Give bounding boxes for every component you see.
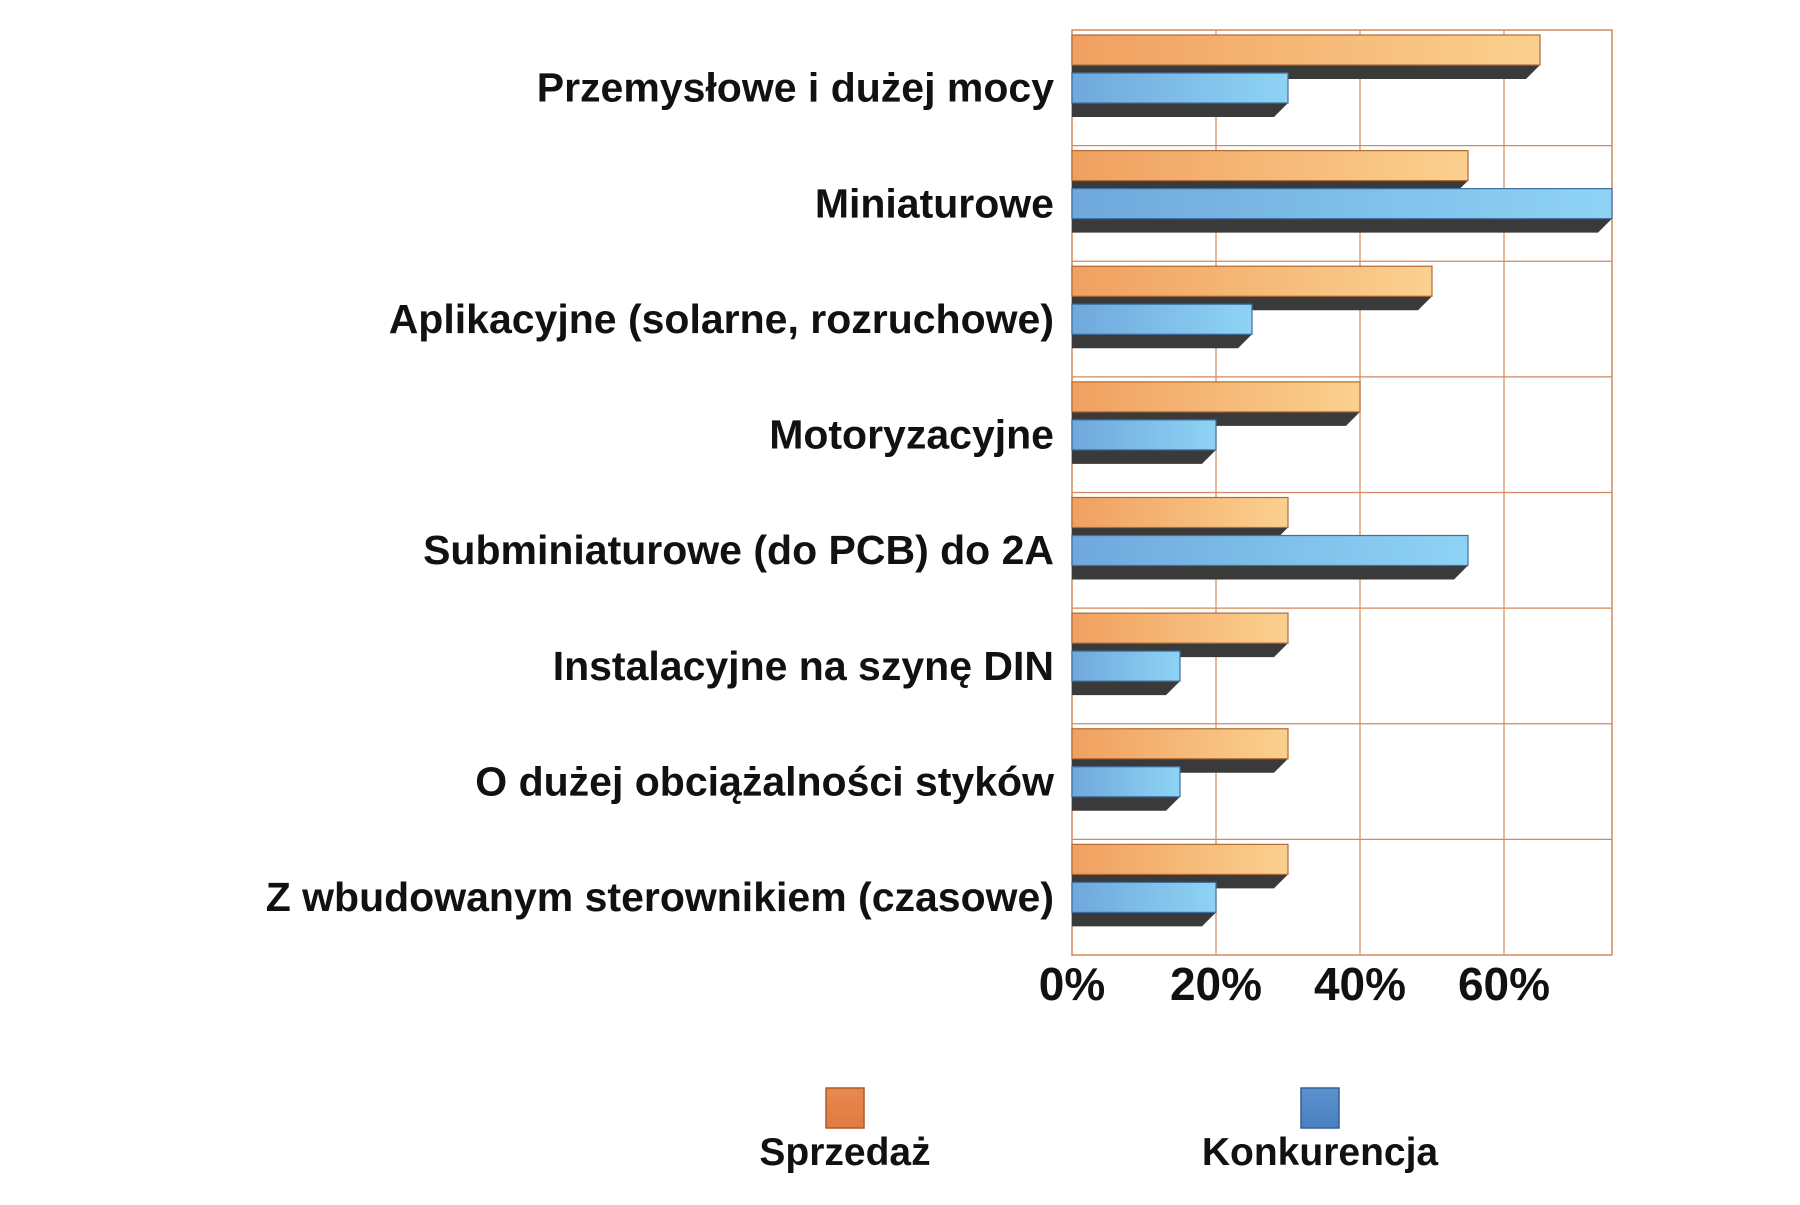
competition-bar-shadow (1072, 681, 1180, 696)
x-tick-label: 0% (1039, 958, 1105, 1010)
competition-bar-shadow (1072, 103, 1288, 117)
category-labels: Przemysłowe i dużej mocy Miniaturowe Aplik… (266, 65, 1054, 920)
category-label: Aplikacyjne (solarne, rozruchowe) (389, 296, 1054, 342)
legend-label: Konkurencja (1202, 1131, 1439, 1174)
competition-bar (1071, 766, 1181, 798)
category-label: Instalacyjne na szynę DIN (553, 643, 1054, 689)
sales-bar (1071, 265, 1433, 297)
competition-bar-shadow (1072, 449, 1216, 464)
sales-bar (1071, 34, 1541, 66)
category-label: Subminiaturowe (do PCB) do 2A (423, 527, 1054, 573)
competition-bar (1071, 881, 1217, 913)
legend-swatch-sales (825, 1087, 865, 1129)
x-tick-label: 40% (1314, 958, 1406, 1010)
category-label: Motoryzacyjne (769, 412, 1054, 458)
competition-bar-shadow (1072, 912, 1216, 927)
x-axis-ticks: 0% 20% 40% 60% (1039, 958, 1550, 1010)
bars (1071, 34, 1613, 913)
category-label: Z wbudowanym sterownikiem (czasowe) (266, 874, 1054, 920)
competition-bar (1071, 650, 1181, 682)
sales-bar (1071, 150, 1469, 182)
category-label: Przemysłowe i dużej mocy (537, 65, 1054, 111)
competition-bar-shadow (1072, 334, 1252, 349)
competition-bar-shadow (1072, 218, 1612, 233)
sales-bar (1071, 381, 1361, 413)
competition-bar (1071, 303, 1253, 335)
x-tick-label: 60% (1458, 958, 1550, 1010)
sales-bar (1071, 612, 1289, 644)
competition-bar (1071, 419, 1217, 451)
category-label: Miniaturowe (815, 180, 1054, 226)
category-label: O dużej obciążalności styków (475, 758, 1054, 804)
sales-bar (1071, 843, 1289, 875)
competition-bar (1071, 188, 1613, 220)
competition-bar (1071, 72, 1289, 104)
x-tick-label: 20% (1170, 958, 1262, 1010)
legend: Sprzedaż Konkurencja (759, 1087, 1439, 1174)
legend-swatch-competition (1300, 1087, 1340, 1129)
sales-bar (1071, 496, 1289, 529)
competition-bar-shadow (1072, 796, 1180, 811)
competition-bar-shadow (1072, 565, 1468, 580)
sales-bar (1071, 728, 1289, 760)
legend-label: Sprzedaż (759, 1131, 930, 1174)
competition-bar (1071, 534, 1469, 567)
